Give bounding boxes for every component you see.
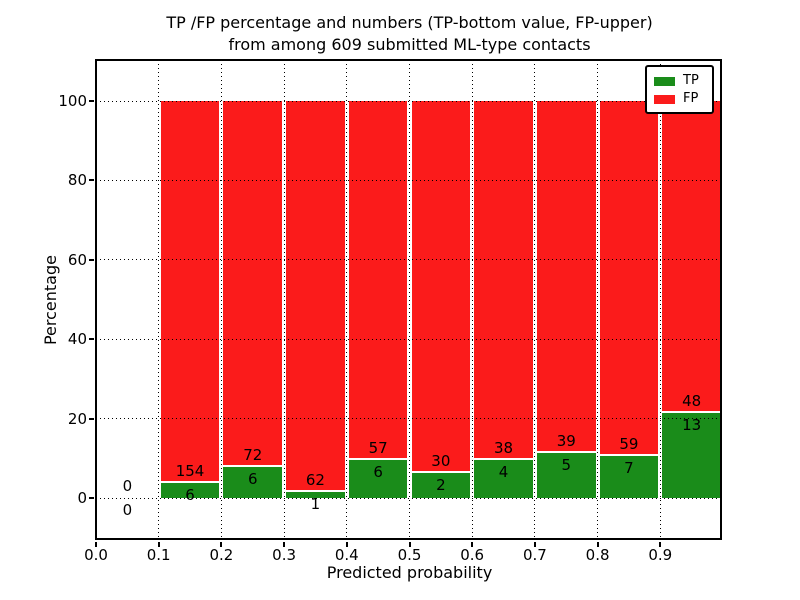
- x-tick-label: 0.3: [272, 546, 297, 564]
- y-tick-mark: [89, 179, 94, 182]
- bar-label-fp: 57: [368, 439, 388, 458]
- x-tick-mark: [283, 542, 286, 547]
- y-tick-mark: [89, 497, 94, 499]
- x-tick-mark: [220, 542, 223, 547]
- x-tick-mark: [157, 542, 160, 547]
- legend-label-tp: TP: [683, 73, 699, 88]
- bar-label-fp: 59: [619, 434, 639, 453]
- x-tick-mark: [345, 542, 348, 547]
- bar-segment-fp: [599, 101, 659, 456]
- bar-segment-tp: [411, 473, 471, 498]
- x-tick-label: 0.4: [334, 546, 359, 564]
- gridline-vertical: [409, 60, 410, 540]
- bar-segment-tp: [348, 460, 408, 498]
- bar-label-fp: 62: [305, 470, 325, 489]
- y-tick-label: 100: [58, 92, 87, 110]
- legend: TP FP: [645, 65, 714, 114]
- gridline-vertical: [659, 60, 661, 540]
- legend-label-fp: FP: [683, 91, 699, 106]
- legend-entry-fp: FP: [654, 90, 705, 108]
- legend-entry-tp: TP: [654, 72, 705, 90]
- bar-label-tp: 7: [624, 458, 634, 477]
- x-tick-mark: [533, 542, 536, 547]
- x-tick-label: 0.0: [84, 546, 108, 564]
- bar-label-tp: 2: [436, 476, 446, 495]
- y-tick-mark: [89, 338, 94, 341]
- gridline-vertical: [346, 60, 348, 540]
- y-tick-label: 0: [77, 489, 87, 507]
- x-tick-mark: [659, 542, 662, 547]
- bar-label-tp: 13: [682, 416, 702, 435]
- bar-label-tp: 4: [498, 463, 509, 482]
- bar-segment-tp: [536, 452, 596, 498]
- x-tick-label: 0.7: [522, 546, 547, 564]
- bar-segment-fp: [286, 101, 345, 492]
- bar-segment-tp: [223, 467, 283, 498]
- bar-label-fp: 30: [431, 452, 451, 471]
- bar-segment-fp: [160, 101, 220, 484]
- y-tick-label: 80: [67, 171, 87, 190]
- bar-label-tp: 1: [310, 494, 321, 513]
- chart-title-line2: from among 609 submitted ML-type contact…: [228, 35, 591, 54]
- bar-label-tp: 0: [122, 501, 133, 519]
- x-tick-label: 0.6: [460, 546, 485, 564]
- x-tick-label: 0.8: [585, 546, 610, 564]
- x-tick-label: 0.1: [146, 546, 171, 564]
- bar-segment-fp: [662, 101, 721, 414]
- bar-segment-fp: [411, 101, 471, 474]
- bar-segment-fp: [223, 101, 283, 468]
- chart-title-line1: TP /FP percentage and numbers (TP-bottom…: [166, 13, 653, 32]
- gridline-vertical: [471, 60, 473, 540]
- legend-swatch-tp-icon: [654, 76, 675, 86]
- y-axis-label: Percentage: [41, 255, 60, 346]
- bar-label-fp: 0: [122, 477, 133, 495]
- x-tick-mark: [408, 542, 411, 547]
- bar-segment-fp: [474, 101, 533, 461]
- gridline-vertical: [534, 60, 536, 540]
- bar-label-fp: 39: [556, 431, 576, 450]
- bar-label-tp: 6: [373, 463, 383, 482]
- y-tick-mark: [89, 417, 94, 420]
- bar-segment-tp: [662, 413, 721, 498]
- bar-segment-fp: [536, 101, 596, 453]
- y-tick-label: 40: [67, 330, 87, 349]
- legend-swatch-fp-icon: [654, 94, 675, 104]
- bar-label-fp: 48: [682, 392, 702, 411]
- bar-segment-tp: [599, 455, 659, 498]
- gridline-vertical: [220, 60, 222, 540]
- bar-segment-tp: [160, 483, 220, 498]
- bar-label-fp: 154: [175, 462, 205, 481]
- gridline-vertical: [597, 60, 599, 540]
- bar-label-fp: 72: [243, 446, 263, 465]
- bar-label-fp: 38: [494, 439, 514, 458]
- x-tick-label: 0.2: [209, 546, 234, 564]
- bar-label-tp: 6: [247, 470, 258, 489]
- x-tick-label: 0.9: [648, 546, 673, 564]
- y-tick-label: 20: [67, 409, 87, 428]
- x-tick-label: 0.5: [397, 546, 422, 564]
- bar-segment-fp: [348, 101, 408, 461]
- chart-title: TP /FP percentage and numbers (TP-bottom…: [96, 12, 723, 56]
- y-tick-label: 60: [67, 250, 87, 269]
- bar-segment-tp: [474, 460, 533, 498]
- bar-label-tp: 6: [185, 486, 195, 505]
- x-tick-mark: [95, 542, 97, 547]
- y-tick-mark: [89, 258, 94, 261]
- gridline-vertical: [158, 60, 160, 540]
- y-tick-mark: [89, 100, 94, 102]
- x-axis-label: Predicted probability: [326, 563, 493, 582]
- bar-label-tp: 5: [561, 455, 572, 474]
- x-tick-mark: [471, 542, 474, 547]
- bar-segment-tp: [286, 491, 345, 498]
- x-tick-mark: [596, 542, 599, 547]
- gridline-vertical: [283, 60, 285, 540]
